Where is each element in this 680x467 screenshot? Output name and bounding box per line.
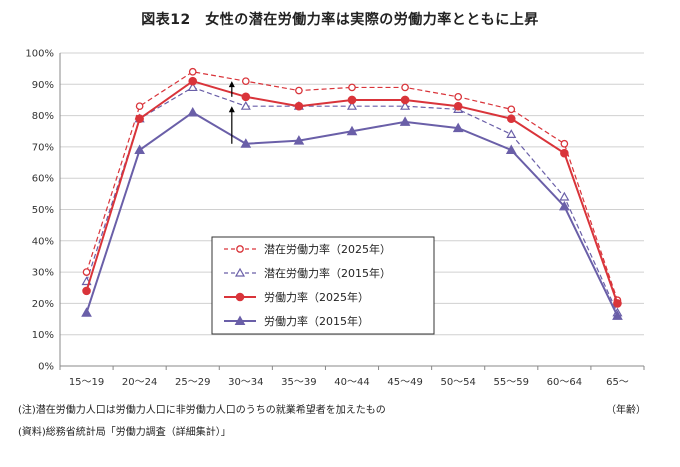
y-tick-label: 20% <box>32 299 54 310</box>
series-lines <box>81 67 623 320</box>
annotation-arrow-head <box>228 106 235 113</box>
y-tick-label: 90% <box>32 80 54 91</box>
data-point <box>295 86 303 95</box>
y-tick-label: 70% <box>32 142 54 153</box>
footnote-source: (資料)総務省統計局「労働力調査（詳細集計）」 <box>18 427 231 438</box>
data-point <box>454 92 463 101</box>
x-tick-label: 25～29 <box>175 377 210 388</box>
series-group <box>81 106 623 320</box>
data-point <box>187 82 198 92</box>
data-point <box>293 135 305 145</box>
x-tick-label: 50～54 <box>440 377 475 388</box>
data-point <box>400 101 411 110</box>
x-tick-label: 45～49 <box>387 377 422 388</box>
data-point <box>348 83 356 92</box>
data-point <box>188 76 198 86</box>
data-point <box>135 114 144 124</box>
legend-label: 潜在労働力率（2025年） <box>264 242 391 256</box>
x-tick-label: 40～44 <box>334 377 369 388</box>
data-point <box>240 101 251 110</box>
series-group <box>82 76 622 308</box>
legend-box <box>211 236 435 335</box>
series-line <box>85 71 619 301</box>
data-point <box>559 200 570 211</box>
x-tick-label: 20～24 <box>122 377 157 388</box>
y-tick-label: 60% <box>32 174 54 185</box>
data-point <box>452 122 464 133</box>
legend-label: 労働力率（2025年） <box>264 290 369 304</box>
data-point <box>241 92 251 102</box>
legend-label: 潜在労働力率（2015年） <box>264 266 391 280</box>
x-tick-label: 60～64 <box>547 377 582 388</box>
x-tick-label: 30～34 <box>228 377 263 388</box>
data-point <box>134 144 145 155</box>
data-point <box>82 268 91 276</box>
data-point <box>506 114 516 124</box>
x-tick-label: 55～59 <box>494 377 529 388</box>
data-point <box>82 286 91 296</box>
data-point <box>234 315 246 325</box>
data-point <box>505 144 517 155</box>
data-point <box>236 245 244 253</box>
y-tick-label: 80% <box>32 111 54 122</box>
axes: 0% 10% 20% 30% 40% 50% 60% 70% 80% 90% 100% 15～19 20… <box>25 49 645 388</box>
y-tick-label: 0% <box>38 362 54 373</box>
annotation-arrow-head <box>228 81 235 88</box>
x-axis-unit: （年齢） <box>606 405 646 416</box>
data-point <box>81 307 92 317</box>
data-point <box>559 191 570 201</box>
y-tick-label: 50% <box>32 205 54 216</box>
data-point <box>560 139 569 148</box>
y-tick-label: 100% <box>25 49 54 60</box>
data-point <box>235 292 245 302</box>
annotation-arrows <box>228 81 235 144</box>
data-point <box>135 102 144 111</box>
y-tick-label: 30% <box>32 268 54 279</box>
data-point <box>187 106 199 117</box>
y-tick-label: 40% <box>32 236 54 247</box>
legend: 潜在労働力率（2025年） 潜在労働力率（2015年） 労働力率（2025年） 労働力… <box>211 236 435 335</box>
data-point <box>560 148 569 158</box>
data-point <box>612 310 623 320</box>
data-point <box>347 95 357 105</box>
data-point <box>241 77 250 86</box>
data-point <box>240 138 252 148</box>
data-point <box>400 95 410 105</box>
footnote-note: (注)潜在労働力人口は労働力人口に非労働力人口のうちの就業希望者を加えたもの <box>18 405 386 416</box>
data-point <box>613 299 622 308</box>
data-point <box>234 267 246 277</box>
legend-label: 労働力率（2015年） <box>264 314 369 328</box>
data-point <box>346 125 358 136</box>
data-point <box>346 101 358 110</box>
data-point <box>188 67 197 76</box>
x-tick-label: 35～39 <box>281 377 316 388</box>
x-tick-label: 15～19 <box>69 377 104 388</box>
chart-title: 図表12 女性の潜在労働力率は実際の労働力率とともに上昇 <box>141 12 539 28</box>
data-point <box>506 129 517 138</box>
data-point <box>453 101 463 111</box>
data-point <box>401 83 409 92</box>
data-point <box>399 116 411 126</box>
y-tick-label: 10% <box>32 330 54 341</box>
x-tick-label: 65～ <box>606 377 629 388</box>
data-point <box>507 105 516 114</box>
data-point <box>294 101 304 111</box>
